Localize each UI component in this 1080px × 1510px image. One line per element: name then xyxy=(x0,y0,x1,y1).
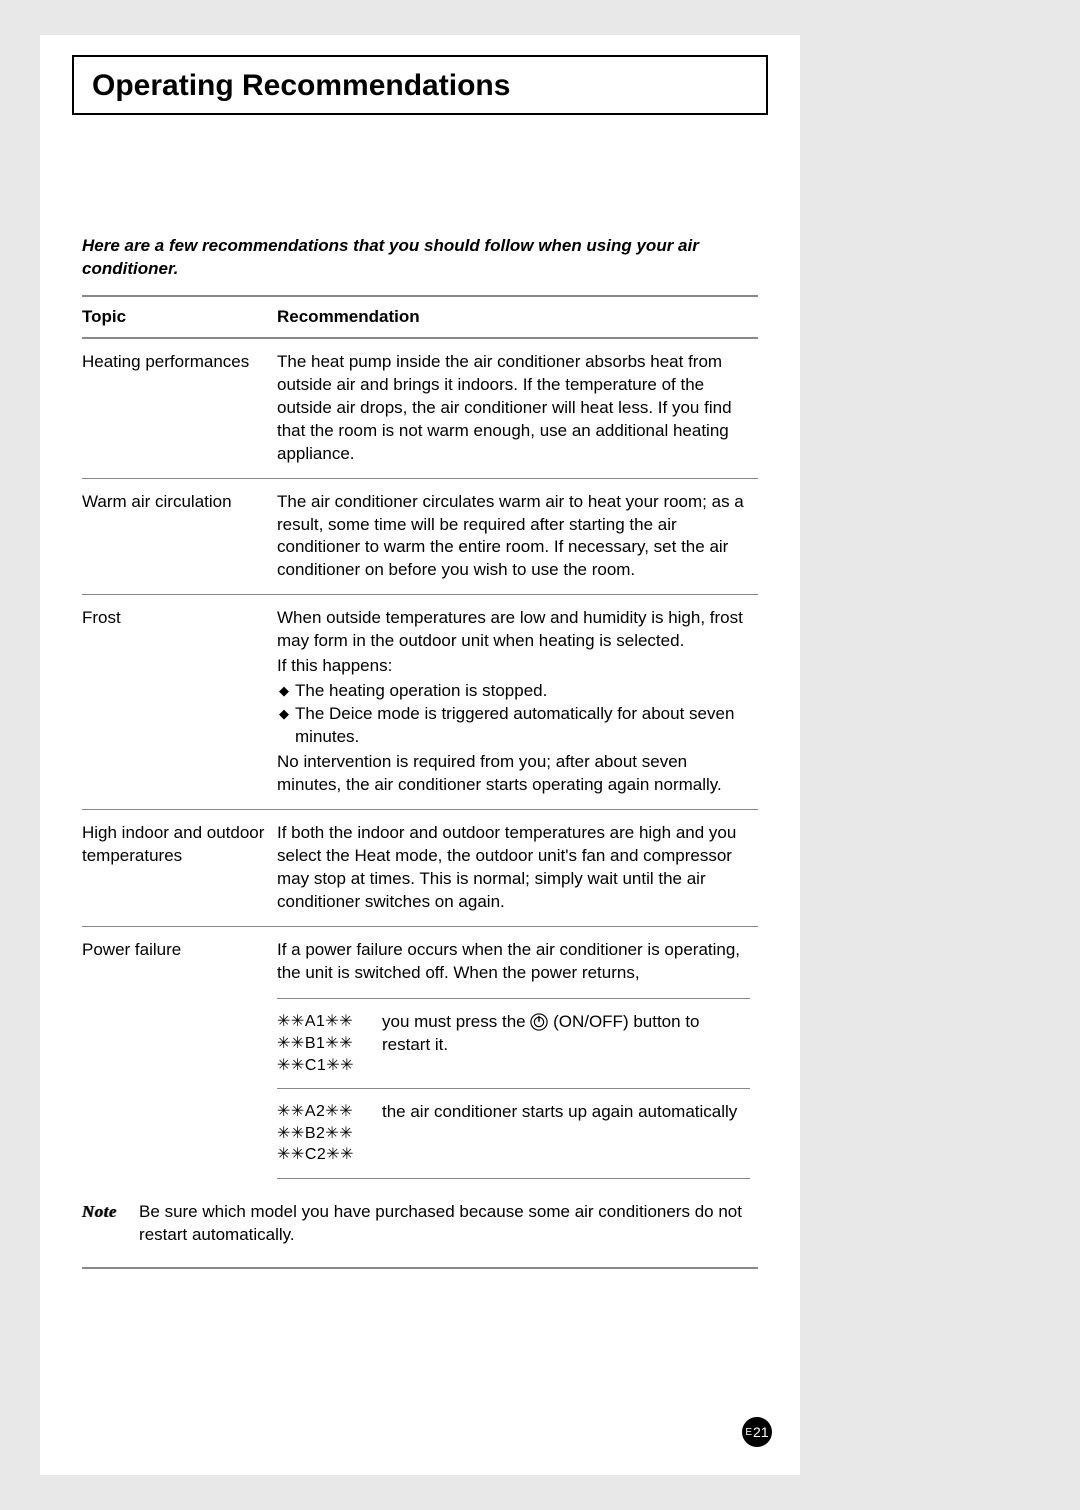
col-header-recommendation: Recommendation xyxy=(277,297,758,337)
code: ✳✳B2✳✳ xyxy=(277,1123,374,1145)
content-area: Here are a few recommendations that you … xyxy=(82,235,758,1269)
note-row: Note Be sure which model you have purcha… xyxy=(82,1191,758,1267)
power-group-row: ✳✳A1✳✳ ✳✳B1✳✳ ✳✳C1✳✳ you must press the … xyxy=(277,999,750,1088)
table-header-row: Topic Recommendation xyxy=(82,297,758,337)
page-num: 21 xyxy=(753,1424,769,1440)
topic-cell: Power failure xyxy=(82,927,277,1191)
power-group-text: you must press the (ON/OFF) button to re… xyxy=(382,999,750,1088)
table-row: High indoor and outdoor temperatures If … xyxy=(82,810,758,926)
power-group-row: ✳✳A2✳✳ ✳✳B2✳✳ ✳✳C2✳✳ the air conditioner… xyxy=(277,1089,750,1178)
code: ✳✳B1✳✳ xyxy=(277,1033,374,1055)
topic-cell: Frost xyxy=(82,595,277,809)
power-intro: If a power failure occurs when the air c… xyxy=(277,939,750,985)
power-subtable: ✳✳A1✳✳ ✳✳B1✳✳ ✳✳C1✳✳ you must press the … xyxy=(277,998,750,1179)
col-header-topic: Topic xyxy=(82,297,277,337)
model-codes: ✳✳A1✳✳ ✳✳B1✳✳ ✳✳C1✳✳ xyxy=(277,999,382,1088)
code: ✳✳A1✳✳ xyxy=(277,1011,374,1033)
frost-intro: When outside temperatures are low and hu… xyxy=(277,607,750,653)
table-row: Power failure If a power failure occurs … xyxy=(82,927,758,1191)
divider xyxy=(277,1178,750,1179)
table-row: Heating performances The heat pump insid… xyxy=(82,339,758,478)
frost-bullets: ◆ The heating operation is stopped. ◆ Th… xyxy=(277,680,750,749)
code: ✳✳C1✳✳ xyxy=(277,1055,374,1077)
recommendation-cell: When outside temperatures are low and hu… xyxy=(277,595,758,809)
list-item: ◆ The heating operation is stopped. xyxy=(277,680,750,703)
recommendation-cell: The heat pump inside the air conditioner… xyxy=(277,339,758,478)
topic-cell: High indoor and outdoor temperatures xyxy=(82,810,277,926)
power-group-text: the air conditioner starts up again auto… xyxy=(382,1089,750,1178)
code: ✳✳A2✳✳ xyxy=(277,1101,374,1123)
frost-outro: No intervention is required from you; af… xyxy=(277,751,750,797)
bullet-text: The Deice mode is triggered automaticall… xyxy=(295,703,750,749)
recommendations-table: Topic Recommendation Heating performance… xyxy=(82,297,758,1191)
model-codes: ✳✳A2✳✳ ✳✳B2✳✳ ✳✳C2✳✳ xyxy=(277,1089,382,1178)
recommendation-cell: The air conditioner circulates warm air … xyxy=(277,479,758,595)
recommendation-cell: If a power failure occurs when the air c… xyxy=(277,927,758,1191)
page-title: Operating Recommendations xyxy=(92,69,748,103)
title-box: Operating Recommendations xyxy=(72,55,768,115)
power-icon xyxy=(530,1013,548,1031)
page-prefix: E xyxy=(745,1427,752,1438)
table-row: Warm air circulation The air conditioner… xyxy=(82,479,758,595)
topic-cell: Warm air circulation xyxy=(82,479,277,595)
list-item: ◆ The Deice mode is triggered automatica… xyxy=(277,703,750,749)
code: ✳✳C2✳✳ xyxy=(277,1144,374,1166)
recommendation-cell: If both the indoor and outdoor temperatu… xyxy=(277,810,758,926)
intro-text: Here are a few recommendations that you … xyxy=(82,235,758,281)
frost-if-line: If this happens: xyxy=(277,655,750,678)
note-text: Be sure which model you have purchased b… xyxy=(139,1201,758,1247)
topic-cell: Heating performances xyxy=(82,339,277,478)
page-number-badge: E21 xyxy=(742,1417,772,1447)
text-before: you must press the xyxy=(382,1012,530,1031)
bullet-icon: ◆ xyxy=(277,680,295,702)
divider xyxy=(82,1267,758,1269)
bullet-text: The heating operation is stopped. xyxy=(295,680,750,703)
note-label: Note xyxy=(82,1201,117,1247)
bullet-icon: ◆ xyxy=(277,703,295,725)
table-row: Frost When outside temperatures are low … xyxy=(82,595,758,809)
manual-page: Operating Recommendations Here are a few… xyxy=(40,35,800,1475)
